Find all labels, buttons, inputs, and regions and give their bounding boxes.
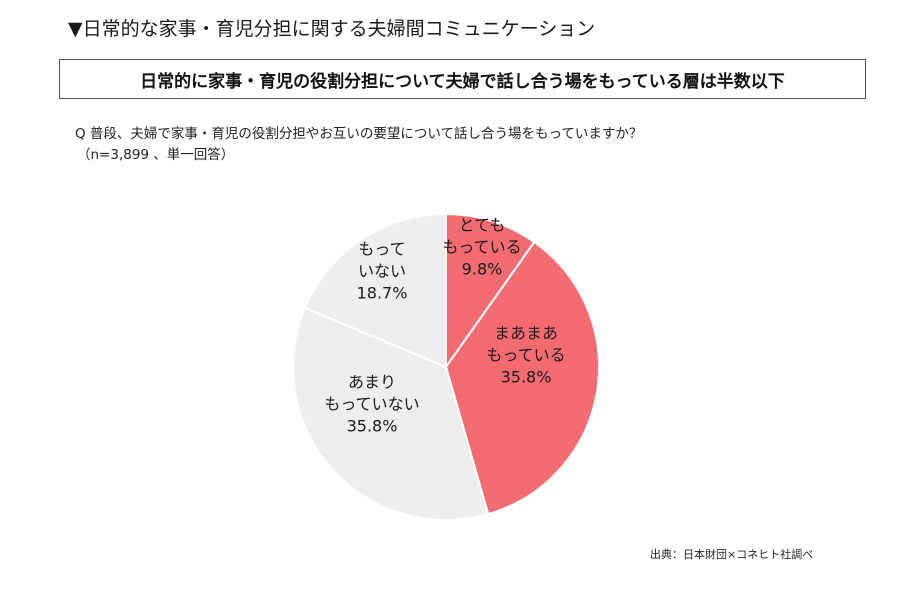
slice-value-label-3: 35.8% xyxy=(347,417,398,436)
slice-category-label-4: いない xyxy=(358,262,406,281)
sample-note: （n=3,899 、単一回答） xyxy=(77,147,235,163)
pie-labels: とてももっている9.8%まあまあもっている35.8%あまりもっていない35.8%… xyxy=(324,216,565,436)
slice-category-label-3: あまり xyxy=(348,373,396,392)
pie-slice-2 xyxy=(444,240,600,516)
slice-category-label-1: とても xyxy=(459,216,506,235)
headline-text: 日常的に家事・育児の役割分担について夫婦で話し合う場をもっている層は半数以下 xyxy=(140,71,785,92)
pie-slice-4 xyxy=(303,212,447,369)
source-note: 出典：日本財団×コネヒト社調べ xyxy=(650,548,814,561)
pie-slice-3 xyxy=(292,306,490,521)
slice-value-label-1: 9.8% xyxy=(462,260,503,279)
slice-value-label-2: 35.8% xyxy=(501,368,552,387)
slice-value-label-4: 18.7% xyxy=(357,284,408,303)
pie-slices xyxy=(292,212,600,521)
page-heading: ▼日常的な家事・育児分担に関する夫婦間コミュニケーション xyxy=(68,18,596,40)
slice-category-label-2: もっている xyxy=(486,346,565,365)
slice-category-label-2: まあまあ xyxy=(494,324,558,343)
headline-box: 日常的に家事・育児の役割分担について夫婦で話し合う場をもっている層は半数以下 xyxy=(59,59,866,99)
survey-question: Q 普段、夫婦で家事・育児の役割分担やお互いの要望について話し合う場をもっていま… xyxy=(75,124,642,166)
slice-category-label-1: もっている xyxy=(442,238,521,257)
slice-category-label-4: もって xyxy=(358,240,405,259)
question-text: Q 普段、夫婦で家事・育児の役割分担やお互いの要望について話し合う場をもっていま… xyxy=(75,126,643,142)
slice-category-label-3: もっていない xyxy=(324,395,419,414)
pie-slice-1 xyxy=(445,212,536,371)
